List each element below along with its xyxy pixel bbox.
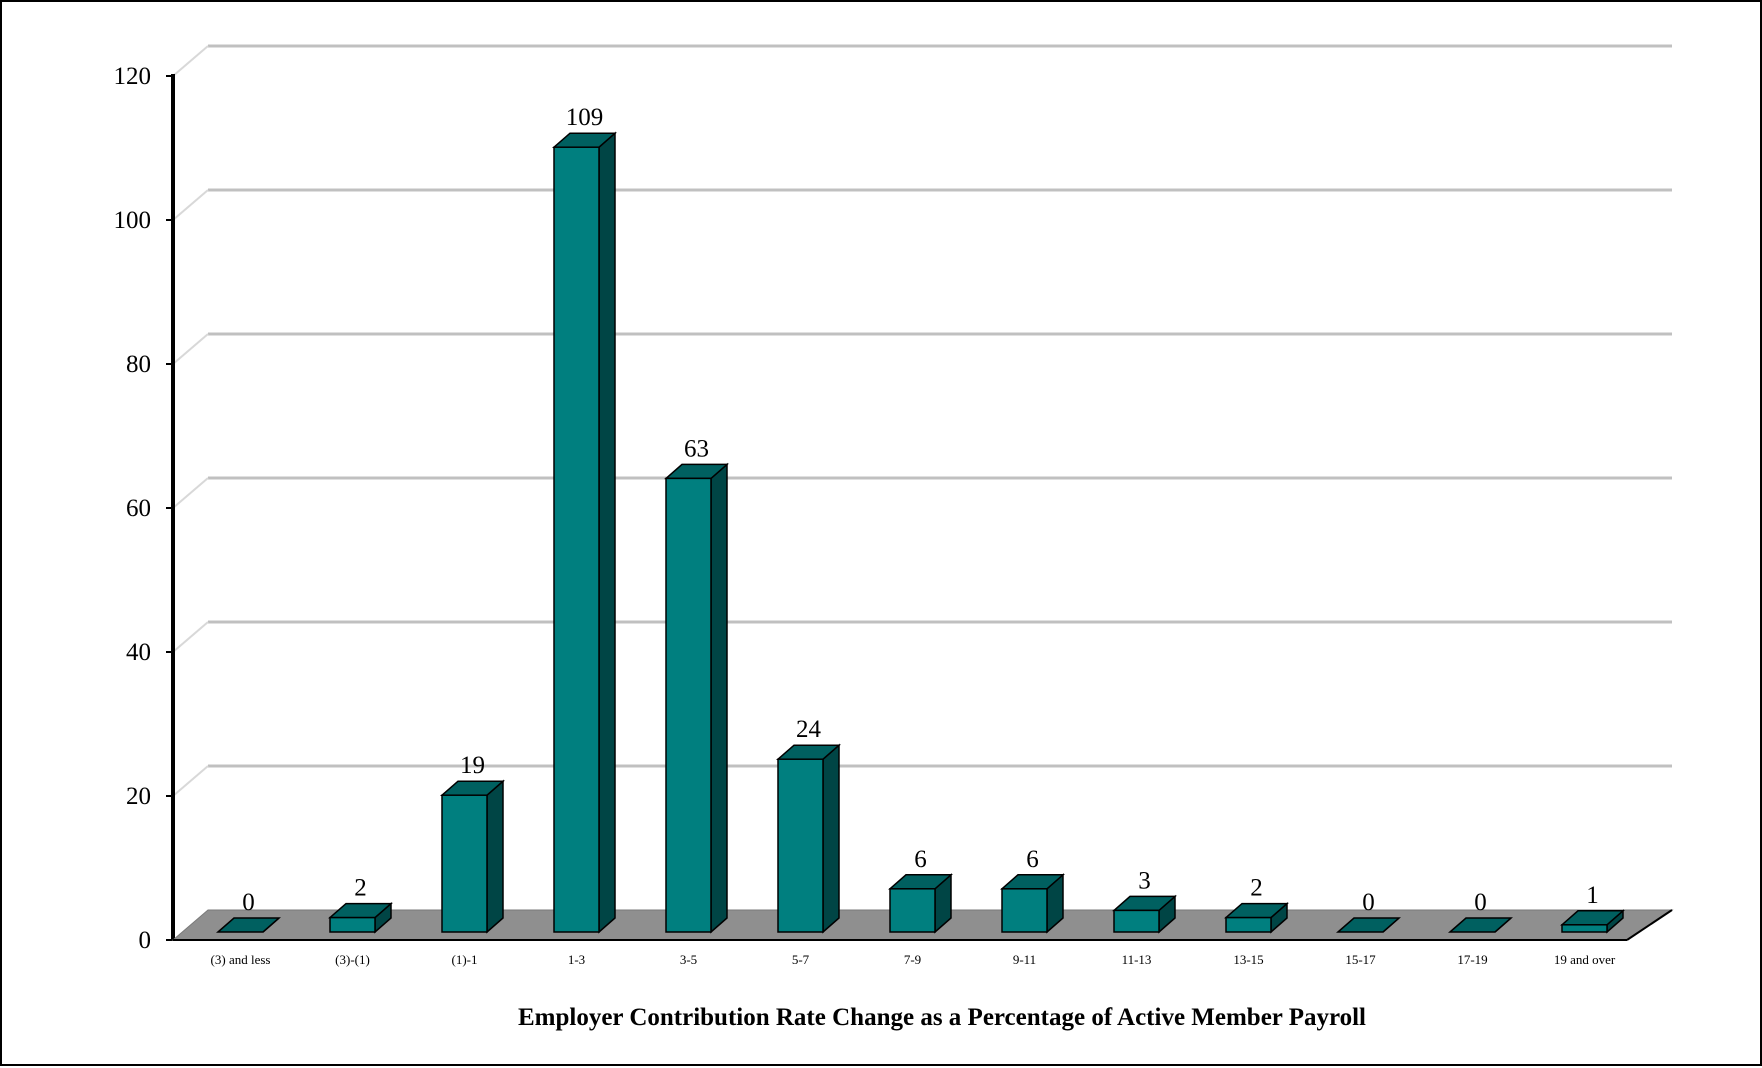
data-label: 1 [1586,882,1599,909]
bar-front [329,916,376,933]
bar [888,873,953,934]
y-tick-label: 80 [126,351,151,378]
category-labels: (3) and less (3)-(1) (1)-1 1-3 3-5 5-7 7-9 9-11… [211,952,1616,967]
bar [216,917,281,933]
x-tick-label: 13-15 [1233,952,1263,967]
x-tick-label: 3-5 [680,952,697,967]
x-axis-depth-line [1626,909,1673,941]
y-tick-label: 40 [126,639,151,666]
y-tick-label: 60 [126,495,151,522]
data-label: 6 [914,846,927,873]
gridline-depth [172,189,209,221]
bar-front [889,888,936,933]
bar-front [777,758,824,933]
bars [216,131,1625,934]
bar [440,779,505,934]
x-tick-label: 17-19 [1457,952,1487,967]
data-label: 0 [242,889,255,916]
bar [1112,894,1177,934]
bar-front [1225,916,1272,933]
bar-front [665,477,712,933]
bar [1560,909,1625,934]
bar-front [441,794,488,933]
data-label: 24 [796,716,822,743]
x-tick-label: (3)-(1) [335,952,370,967]
bar-front [1113,909,1160,933]
data-label: 0 [1474,889,1487,916]
y-tick-label: 0 [139,927,152,954]
data-label: 6 [1026,846,1039,873]
bar-front [1561,924,1608,933]
x-tick-label: 19 and over [1554,952,1616,967]
data-label: 2 [1250,875,1263,902]
bar-side [710,462,728,934]
bar-front [553,146,600,933]
bar [1000,873,1065,934]
gridline-depth [172,621,209,653]
bar-side [598,131,616,934]
data-label: 0 [1362,889,1375,916]
y-tick-label: 120 [114,63,152,90]
x-tick-label: (1)-1 [452,952,478,967]
x-tick-label: (3) and less [211,952,271,967]
bar-side [822,743,840,934]
x-tick-label: 15-17 [1345,952,1376,967]
bar [664,462,729,934]
data-label: 63 [684,435,709,462]
data-label: 2 [354,875,367,902]
x-tick-label: 5-7 [792,952,810,967]
bar [328,901,393,934]
bar-front [1001,888,1048,933]
x-tick-label: 7-9 [904,952,921,967]
gridline-depth [172,765,209,797]
bar [1448,917,1513,933]
y-axis: 0 20 40 60 80 100 120 [114,63,175,954]
bar [1336,917,1401,933]
gridline-depth [172,333,209,365]
bar-top [216,917,281,933]
gridlines [172,44,1672,797]
data-label: 109 [566,104,604,131]
bar [552,131,617,934]
x-tick-label: 1-3 [568,952,585,967]
x-tick-label: 9-11 [1013,952,1036,967]
bar-top [1336,917,1401,933]
bar [1224,901,1289,934]
x-tick-label: 11-13 [1122,952,1152,967]
data-label: 19 [460,752,485,779]
bar [776,743,841,934]
gridline-depth [172,45,209,77]
y-tick-label: 100 [114,207,152,234]
bar-side [486,779,504,934]
bar-top [1448,917,1513,933]
gridline-depth [172,477,209,509]
data-label: 3 [1138,867,1151,894]
x-axis-title: Employer Contribution Rate Change as a P… [518,1004,1366,1031]
y-tick-label: 20 [126,783,151,810]
